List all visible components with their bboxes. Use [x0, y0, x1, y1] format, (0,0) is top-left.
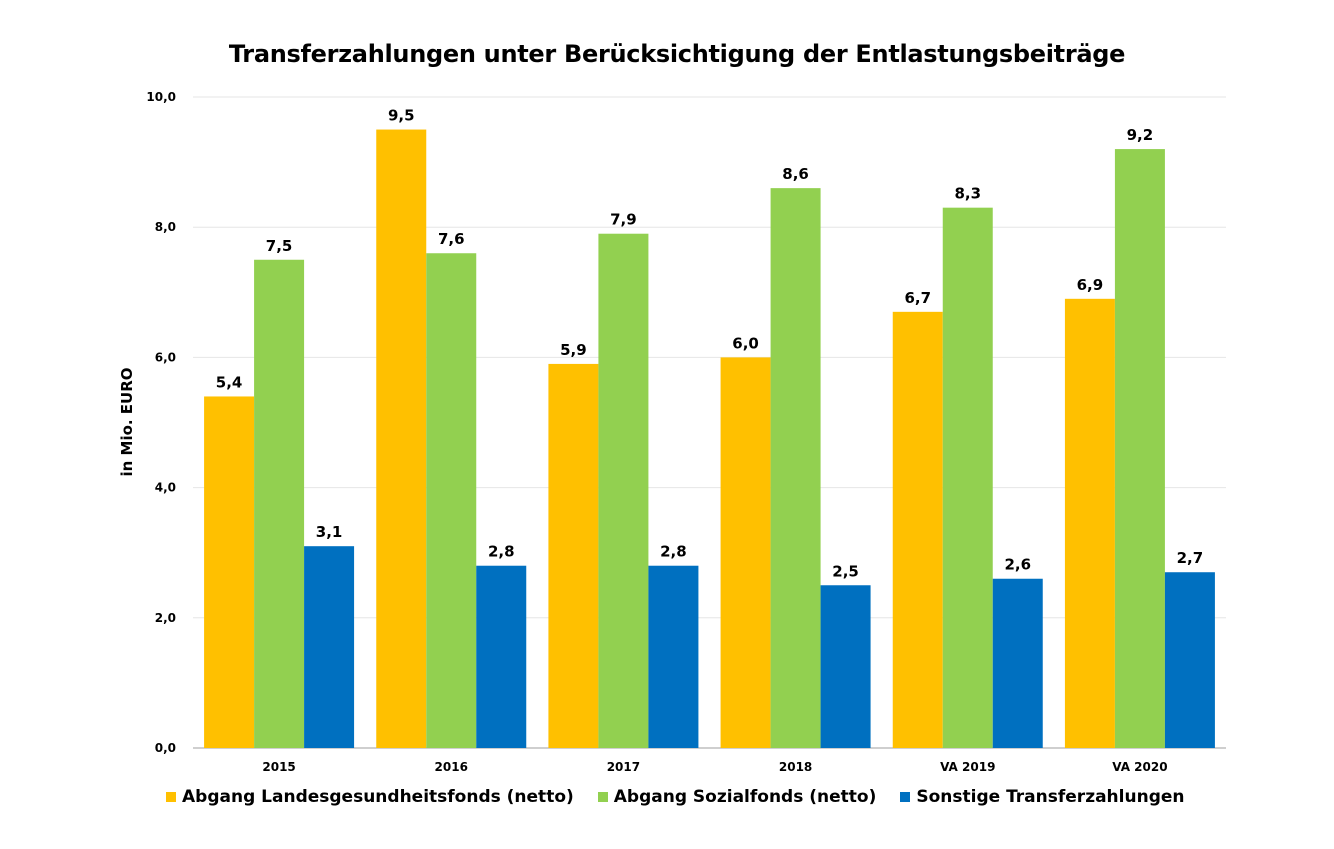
bar — [770, 188, 821, 748]
bar — [720, 357, 771, 748]
data-label: 2,5 — [832, 562, 859, 580]
gridlines — [193, 96, 1226, 619]
data-label: 6,7 — [904, 289, 931, 307]
bar — [892, 311, 943, 748]
data-label: 7,9 — [610, 211, 637, 229]
bar — [548, 363, 599, 748]
data-label: 6,9 — [1077, 276, 1104, 294]
legend-swatch — [597, 792, 608, 802]
x-tick-label: 2015 — [262, 760, 295, 774]
legend-item: Sonstige Transferzahlungen — [900, 787, 1185, 807]
legend-label: Abgang Landesgesundheitsfonds (netto) — [182, 787, 574, 807]
bars — [204, 129, 1215, 749]
bar — [648, 565, 699, 748]
data-label: 9,2 — [1127, 126, 1154, 144]
x-tick-label: 2017 — [607, 760, 640, 774]
bar — [992, 578, 1043, 748]
legend: Abgang Landesgesundheitsfonds (netto) Abg… — [166, 787, 1209, 807]
x-tick-label: VA 2019 — [940, 760, 995, 774]
legend-swatch — [166, 792, 176, 802]
bar — [304, 546, 355, 748]
x-tick-label: 2018 — [779, 760, 812, 774]
data-label: 2,8 — [488, 543, 515, 561]
bar — [1114, 149, 1165, 748]
legend-label: Sonstige Transferzahlungen — [916, 787, 1185, 807]
x-tick-label: 2016 — [435, 760, 468, 774]
data-label: 2,8 — [660, 543, 687, 561]
x-tick-label: VA 2020 — [1112, 760, 1167, 774]
bar — [1064, 298, 1115, 748]
data-label: 7,5 — [266, 237, 293, 255]
legend-label: Abgang Sozialfonds (netto) — [613, 787, 877, 807]
bar — [426, 253, 477, 749]
y-tick-label: 8,0 — [155, 220, 176, 234]
y-tick-label: 10,0 — [146, 90, 176, 104]
data-label: 8,6 — [782, 165, 809, 183]
data-label: 6,0 — [732, 334, 759, 352]
bar — [204, 396, 255, 748]
data-label: 9,5 — [388, 107, 415, 125]
data-label: 7,6 — [438, 230, 465, 248]
y-axis-title: in Mio. EURO — [118, 367, 136, 476]
y-tick-label: 6,0 — [155, 350, 176, 364]
bar — [254, 259, 305, 748]
bar — [1164, 572, 1215, 748]
chart-title: Transferzahlungen unter Berücksichtigung… — [228, 40, 1126, 68]
legend-swatch — [900, 792, 911, 802]
y-tick-label: 2,0 — [155, 611, 176, 625]
data-label: 3,1 — [316, 523, 343, 541]
axes: 0,0 2,0 4,0 6,0 8,0 10,0 2015 2016 2017 2018 VA 20… — [146, 90, 1226, 774]
bar — [376, 129, 427, 749]
bar — [942, 207, 993, 749]
data-label: 2,6 — [1004, 556, 1031, 574]
y-tick-label: 0,0 — [155, 741, 176, 755]
y-tick-label: 4,0 — [155, 481, 176, 495]
bar — [476, 565, 527, 748]
data-label: 8,3 — [954, 185, 981, 203]
data-label: 5,4 — [216, 373, 243, 391]
data-labels: 5,4 7,5 3,1 9,5 7,6 2,8 5,9 7,9 2,8 6,0 8,6 2,5 6,7 8… — [216, 107, 1203, 581]
legend-item: Abgang Landesgesundheitsfonds (netto) — [166, 787, 574, 807]
legend-item: Abgang Sozialfonds (netto) — [597, 787, 877, 807]
bar — [820, 585, 871, 748]
data-label: 2,7 — [1177, 549, 1204, 567]
data-label: 5,9 — [560, 341, 587, 359]
bar — [598, 233, 649, 748]
